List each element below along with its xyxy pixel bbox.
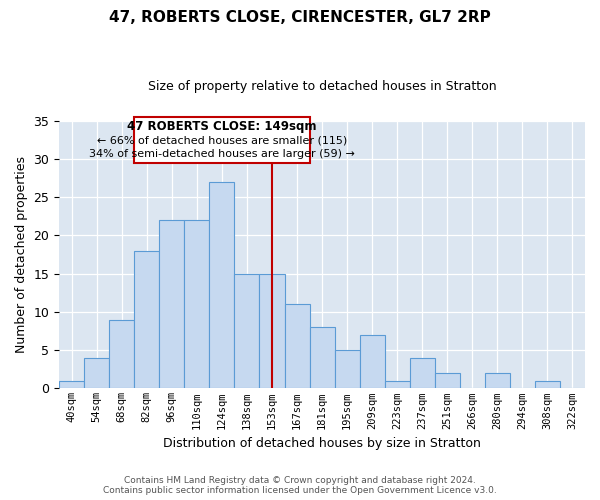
Bar [109, 320, 134, 388]
FancyBboxPatch shape [134, 116, 310, 162]
Bar [184, 220, 209, 388]
Text: ← 66% of detached houses are smaller (115): ← 66% of detached houses are smaller (11… [97, 136, 347, 145]
Text: 47 ROBERTS CLOSE: 149sqm: 47 ROBERTS CLOSE: 149sqm [127, 120, 317, 134]
Text: Contains HM Land Registry data © Crown copyright and database right 2024.
Contai: Contains HM Land Registry data © Crown c… [103, 476, 497, 495]
Text: 47, ROBERTS CLOSE, CIRENCESTER, GL7 2RP: 47, ROBERTS CLOSE, CIRENCESTER, GL7 2RP [109, 10, 491, 25]
Bar [209, 182, 235, 388]
Bar [385, 380, 410, 388]
X-axis label: Distribution of detached houses by size in Stratton: Distribution of detached houses by size … [163, 437, 481, 450]
Y-axis label: Number of detached properties: Number of detached properties [15, 156, 28, 353]
Bar [310, 327, 335, 388]
Bar [259, 274, 284, 388]
Text: 34% of semi-detached houses are larger (59) →: 34% of semi-detached houses are larger (… [89, 150, 355, 160]
Bar [134, 250, 160, 388]
Title: Size of property relative to detached houses in Stratton: Size of property relative to detached ho… [148, 80, 496, 93]
Bar [435, 373, 460, 388]
Bar [235, 274, 259, 388]
Bar [535, 380, 560, 388]
Bar [59, 380, 84, 388]
Bar [359, 335, 385, 388]
Bar [284, 304, 310, 388]
Bar [84, 358, 109, 388]
Bar [160, 220, 184, 388]
Bar [485, 373, 510, 388]
Bar [335, 350, 359, 389]
Bar [410, 358, 435, 388]
